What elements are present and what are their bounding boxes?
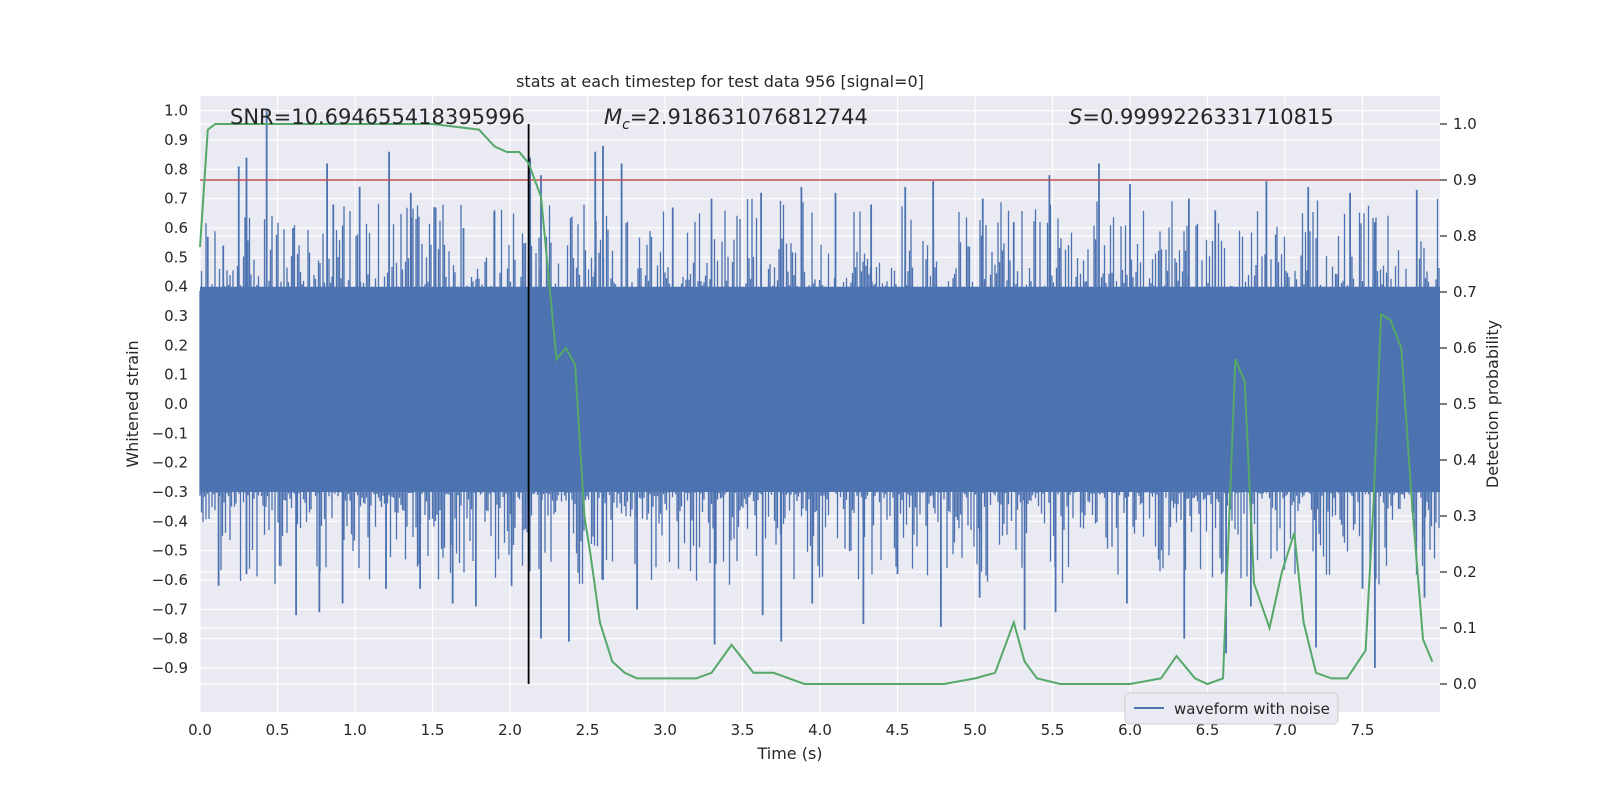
x-tick-label-8: 4.0 [808, 721, 832, 739]
snr-label: SNR [230, 105, 274, 129]
tick-labels: 0.0 0.5 1.0 1.5 2.0 2.5 3.0 3.5 4.0 4.5 5.0 5.5 6.0 6… [152, 102, 1477, 739]
y2-tick-label-4: 0.6 [1453, 339, 1477, 357]
x-tick-label-1: 0.5 [266, 721, 290, 739]
y2-tick-label-10: 0.0 [1453, 675, 1477, 693]
y2-tick-label-3: 0.7 [1453, 283, 1477, 301]
x-tick-label-7: 3.5 [731, 721, 755, 739]
x-tick-label-15: 7.5 [1351, 721, 1375, 739]
legend-entry-label: waveform with noise [1174, 700, 1330, 718]
x-tick-label-10: 5.0 [963, 721, 987, 739]
score-annotation: S=0.9999226331710815 [1069, 105, 1334, 129]
y2-tick-label-2: 0.8 [1453, 227, 1477, 245]
chirp-mass-annotation: Mc=2.918631076812744 [604, 105, 868, 133]
snr-annotation: SNR=10.694655418395996 [230, 105, 525, 129]
y-tick-label-11: −0.1 [152, 424, 188, 442]
x-tick-label-12: 6.0 [1118, 721, 1142, 739]
score-value: =0.9999226331710815 [1082, 105, 1333, 129]
y-tick-label-7: 0.3 [164, 307, 188, 325]
chirp-mass-label: M [604, 105, 622, 129]
y2-tick-label-0: 1.0 [1453, 115, 1477, 133]
y-tick-label-10: 0.0 [164, 395, 188, 413]
y-axis-label: Whitened strain [123, 340, 142, 467]
legend-box [1124, 692, 1339, 725]
x-tick-label-14: 7.0 [1273, 721, 1297, 739]
y-tick-label-1: 0.9 [164, 131, 188, 149]
y-tick-label-9: 0.1 [164, 366, 188, 384]
x-axis-label: Time (s) [756, 744, 822, 763]
y-tick-label-0: 1.0 [164, 102, 188, 120]
annotations: SNR=10.694655418395996 Mc=2.918631076812… [230, 105, 1334, 133]
y2-axis-label: Detection probability [1483, 320, 1502, 488]
y-tick-label-13: −0.3 [152, 483, 188, 501]
y-tick-label-8: 0.2 [164, 336, 188, 354]
overlay-lines [199, 123, 1440, 686]
x-tick-label-11: 5.5 [1041, 721, 1065, 739]
chart-title: stats at each timestep for test data 956… [516, 72, 924, 91]
y-tick-label-15: −0.5 [152, 542, 188, 560]
x-tick-label-5: 2.5 [576, 721, 600, 739]
x-tick-label-13: 6.5 [1196, 721, 1220, 739]
x-tick-label-9: 4.5 [886, 721, 910, 739]
y-tick-label-5: 0.5 [164, 248, 188, 266]
y2-tick-label-5: 0.5 [1453, 395, 1477, 413]
y2-tick-label-6: 0.4 [1453, 451, 1477, 469]
x-tick-label-0: 0.0 [188, 721, 212, 739]
y-tick-label-19: −0.9 [152, 659, 188, 677]
detection-probability-line [199, 123, 1434, 686]
y2-tick-label-9: 0.1 [1453, 619, 1477, 637]
y-tick-label-16: −0.6 [152, 571, 188, 589]
y-tick-label-2: 0.8 [164, 160, 188, 178]
y-tick-label-3: 0.7 [164, 190, 188, 208]
x-tick-label-4: 2.0 [498, 721, 522, 739]
y2-tick-label-8: 0.2 [1453, 563, 1477, 581]
snr-value: =10.694655418395996 [274, 105, 525, 129]
y2-tick-label-7: 0.3 [1453, 507, 1477, 525]
score-label: S [1069, 105, 1082, 129]
x-tick-label-2: 1.0 [343, 721, 367, 739]
y-tick-label-14: −0.4 [152, 512, 188, 530]
waveform-noise-trace [199, 198, 1440, 585]
x-tick-label-3: 1.5 [421, 721, 445, 739]
y-tick-label-18: −0.8 [152, 630, 188, 648]
chirp-mass-subscript: c [622, 117, 630, 133]
y-tick-label-17: −0.7 [152, 600, 188, 618]
y-tick-label-12: −0.2 [152, 454, 188, 472]
y-tick-label-4: 0.6 [164, 219, 188, 237]
y2-tick-label-1: 0.9 [1453, 171, 1477, 189]
x-tick-label-6: 3.0 [653, 721, 677, 739]
legend: waveform with noise [1124, 692, 1339, 725]
y-tick-label-6: 0.4 [164, 278, 188, 296]
chirp-mass-value: =2.918631076812744 [630, 105, 868, 129]
